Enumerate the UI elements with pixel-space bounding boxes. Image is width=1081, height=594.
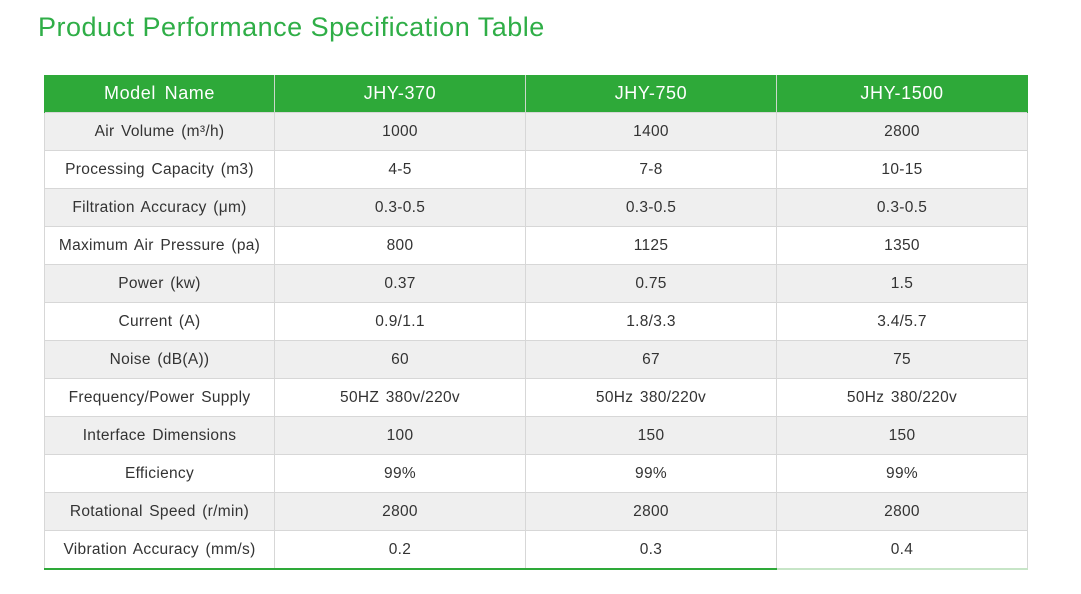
- row-label-cell: Frequency/Power Supply: [44, 378, 275, 417]
- value-cell-jhy-1500: 2800: [776, 492, 1028, 531]
- value-cell-jhy-1500: 75: [776, 340, 1028, 379]
- table-row: Current (A) 0.9/1.1 1.8/3.3 3.4/5.7: [44, 302, 1028, 341]
- spec-table: Model Name JHY-370 JHY-750 JHY-1500 Air …: [44, 75, 1028, 570]
- table-row: Rotational Speed (r/min) 2800 2800 2800: [44, 492, 1028, 531]
- table-row: Processing Capacity (m3) 4-5 7-8 10-15: [44, 150, 1028, 189]
- value-cell-jhy-750: 7-8: [525, 150, 777, 189]
- value-cell-jhy-1500: 1350: [776, 226, 1028, 265]
- value-cell-jhy-1500: 99%: [776, 454, 1028, 493]
- value-cell-jhy-750: 99%: [525, 454, 777, 493]
- value-cell-jhy-1500: 10-15: [776, 150, 1028, 189]
- value-cell-jhy-370: 2800: [274, 492, 526, 531]
- value-cell-jhy-370: 1000: [274, 112, 526, 151]
- value-cell-jhy-1500: 0.4: [776, 530, 1028, 570]
- value-cell-jhy-750: 0.3: [525, 530, 777, 570]
- value-cell-jhy-750: 1.8/3.3: [525, 302, 777, 341]
- row-label-cell: Vibration Accuracy (mm/s): [44, 530, 275, 570]
- table-row: Efficiency 99% 99% 99%: [44, 454, 1028, 493]
- row-label-cell: Efficiency: [44, 454, 275, 493]
- row-label-cell: Noise (dB(A)): [44, 340, 275, 379]
- page-title: Product Performance Specification Table: [38, 12, 545, 42]
- header-row: Model Name JHY-370 JHY-750 JHY-1500: [44, 75, 1028, 113]
- table-row: Air Volume (m³/h) 1000 1400 2800: [44, 112, 1028, 151]
- table-row: Noise (dB(A)) 60 67 75: [44, 340, 1028, 379]
- value-cell-jhy-1500: 2800: [776, 112, 1028, 151]
- table-row: Filtration Accuracy (μm) 0.3-0.5 0.3-0.5…: [44, 188, 1028, 227]
- value-cell-jhy-1500: 150: [776, 416, 1028, 455]
- table-row: Vibration Accuracy (mm/s) 0.2 0.3 0.4: [44, 530, 1028, 570]
- row-label-cell: Maximum Air Pressure (pa): [44, 226, 275, 265]
- row-label-cell: Power (kw): [44, 264, 275, 303]
- col-header-jhy-1500: JHY-1500: [776, 75, 1028, 113]
- value-cell-jhy-750: 0.3-0.5: [525, 188, 777, 227]
- value-cell-jhy-370: 60: [274, 340, 526, 379]
- value-cell-jhy-1500: 50Hz 380/220v: [776, 378, 1028, 417]
- value-cell-jhy-370: 50HZ 380v/220v: [274, 378, 526, 417]
- value-cell-jhy-750: 0.75: [525, 264, 777, 303]
- col-header-model-name: Model Name: [44, 75, 275, 113]
- row-label-cell: Interface Dimensions: [44, 416, 275, 455]
- value-cell-jhy-1500: 1.5: [776, 264, 1028, 303]
- col-header-jhy-370: JHY-370: [274, 75, 526, 113]
- row-label-cell: Air Volume (m³/h): [44, 112, 275, 151]
- row-label-cell: Rotational Speed (r/min): [44, 492, 275, 531]
- value-cell-jhy-750: 2800: [525, 492, 777, 531]
- value-cell-jhy-370: 99%: [274, 454, 526, 493]
- value-cell-jhy-750: 1125: [525, 226, 777, 265]
- table-row: Maximum Air Pressure (pa) 800 1125 1350: [44, 226, 1028, 265]
- col-header-jhy-750: JHY-750: [525, 75, 777, 113]
- row-label-cell: Current (A): [44, 302, 275, 341]
- value-cell-jhy-1500: 0.3-0.5: [776, 188, 1028, 227]
- table-row: Power (kw) 0.37 0.75 1.5: [44, 264, 1028, 303]
- value-cell-jhy-370: 4-5: [274, 150, 526, 189]
- table-row: Frequency/Power Supply 50HZ 380v/220v 50…: [44, 378, 1028, 417]
- value-cell-jhy-370: 0.37: [274, 264, 526, 303]
- value-cell-jhy-1500: 3.4/5.7: [776, 302, 1028, 341]
- row-label-cell: Filtration Accuracy (μm): [44, 188, 275, 227]
- value-cell-jhy-370: 0.2: [274, 530, 526, 570]
- value-cell-jhy-750: 150: [525, 416, 777, 455]
- row-label-cell: Processing Capacity (m3): [44, 150, 275, 189]
- table-row: Interface Dimensions 100 150 150: [44, 416, 1028, 455]
- value-cell-jhy-370: 0.9/1.1: [274, 302, 526, 341]
- value-cell-jhy-750: 67: [525, 340, 777, 379]
- value-cell-jhy-370: 0.3-0.5: [274, 188, 526, 227]
- value-cell-jhy-370: 100: [274, 416, 526, 455]
- value-cell-jhy-750: 50Hz 380/220v: [525, 378, 777, 417]
- value-cell-jhy-750: 1400: [525, 112, 777, 151]
- value-cell-jhy-370: 800: [274, 226, 526, 265]
